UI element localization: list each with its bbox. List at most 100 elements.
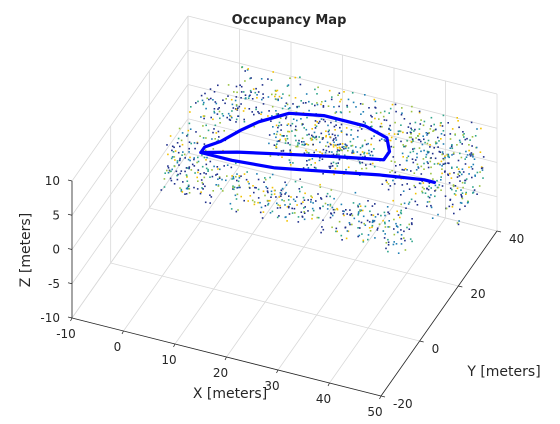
occupancy-point <box>411 105 413 108</box>
grid-line <box>71 152 189 319</box>
occupancy-point <box>350 213 353 215</box>
occupancy-point <box>320 231 322 234</box>
occupancy-point <box>441 153 443 156</box>
occupancy-point <box>284 105 287 107</box>
occupancy-point <box>319 183 321 186</box>
occupancy-point <box>232 107 235 109</box>
occupancy-point <box>427 166 430 169</box>
occupancy-point <box>338 158 341 161</box>
occupancy-point <box>304 192 306 195</box>
occupancy-point <box>430 204 432 207</box>
occupancy-point <box>252 88 255 90</box>
occupancy-point <box>471 176 473 179</box>
occupancy-point <box>413 147 416 150</box>
occupancy-point <box>301 186 303 188</box>
occupancy-point <box>210 116 212 119</box>
occupancy-point <box>254 91 257 94</box>
occupancy-point <box>286 137 289 140</box>
occupancy-point <box>340 98 342 101</box>
occupancy-point <box>197 100 199 103</box>
occupancy-point <box>404 168 407 170</box>
occupancy-point <box>361 233 363 235</box>
occupancy-point <box>333 125 336 128</box>
occupancy-point <box>336 208 339 211</box>
occupancy-point <box>437 186 440 189</box>
occupancy-point <box>328 133 330 136</box>
occupancy-point <box>423 149 425 152</box>
occupancy-point <box>347 230 350 233</box>
occupancy-point <box>338 92 341 94</box>
occupancy-point <box>290 196 292 198</box>
occupancy-point <box>291 207 293 210</box>
occupancy-point <box>443 134 446 136</box>
occupancy-point <box>440 122 442 124</box>
occupancy-point <box>401 112 403 114</box>
occupancy-point <box>255 187 257 189</box>
occupancy-point <box>406 226 408 229</box>
occupancy-point <box>465 178 468 180</box>
occupancy-point <box>321 152 323 155</box>
occupancy-point <box>234 194 237 197</box>
occupancy-point <box>239 186 241 189</box>
occupancy-point <box>217 139 219 142</box>
occupancy-point <box>426 188 428 190</box>
occupancy-point <box>325 195 328 198</box>
occupancy-point <box>397 214 400 216</box>
occupancy-point <box>362 239 365 242</box>
occupancy-point <box>425 153 428 156</box>
occupancy-point <box>341 146 344 148</box>
occupancy-point <box>218 110 221 113</box>
occupancy-point <box>242 110 245 112</box>
occupancy-point <box>240 175 242 177</box>
occupancy-point <box>369 163 372 165</box>
occupancy-points <box>160 66 485 254</box>
occupancy-point <box>346 106 349 108</box>
occupancy-point <box>433 129 435 132</box>
occupancy-point <box>217 108 219 110</box>
occupancy-point <box>257 201 259 204</box>
occupancy-point <box>303 207 305 209</box>
occupancy-point <box>285 117 287 120</box>
occupancy-point <box>448 162 450 165</box>
occupancy-point <box>294 76 297 79</box>
occupancy-point <box>387 244 390 246</box>
occupancy-point <box>317 216 320 219</box>
occupancy-point <box>411 218 413 220</box>
occupancy-point <box>374 107 377 109</box>
occupancy-point <box>186 176 188 178</box>
occupancy-point <box>348 222 351 224</box>
occupancy-point <box>472 186 474 188</box>
grid-line <box>187 49 498 129</box>
occupancy-point <box>227 112 230 115</box>
occupancy-point <box>321 226 323 228</box>
occupancy-point <box>369 210 371 213</box>
occupancy-point <box>426 201 429 203</box>
occupancy-point <box>187 167 189 169</box>
occupancy-point <box>212 131 214 134</box>
occupancy-point <box>306 151 308 153</box>
occupancy-point <box>357 212 360 215</box>
occupancy-point <box>243 120 246 123</box>
occupancy-point <box>430 125 432 127</box>
occupancy-point <box>278 124 280 127</box>
occupancy-point <box>407 203 410 205</box>
occupancy-point <box>436 179 438 182</box>
occupancy-point <box>176 174 178 177</box>
occupancy-point <box>411 158 414 160</box>
grid-line <box>187 15 498 95</box>
occupancy-point <box>360 209 363 212</box>
occupancy-point <box>403 237 405 239</box>
occupancy-point <box>186 188 189 190</box>
occupancy-point <box>367 200 369 202</box>
occupancy-point <box>299 83 302 86</box>
occupancy-point <box>290 164 292 166</box>
occupancy-point <box>394 161 396 163</box>
occupancy-point <box>203 143 206 145</box>
occupancy-point <box>357 214 359 216</box>
occupancy-point <box>244 107 246 110</box>
occupancy-point <box>170 157 173 160</box>
occupancy-point <box>438 184 441 186</box>
occupancy-point <box>400 194 402 196</box>
occupancy-point <box>429 160 432 163</box>
occupancy-point <box>427 132 429 135</box>
